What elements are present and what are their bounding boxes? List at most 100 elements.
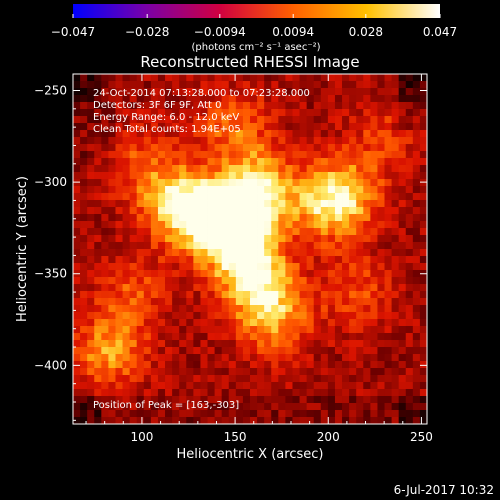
heatmap-cell [151,151,158,158]
heatmap-cell [406,235,413,242]
heatmap-cell [300,326,307,333]
heatmap-cell [123,221,130,228]
heatmap-cell [80,207,87,214]
heatmap-cell [271,410,278,417]
heatmap-cell [123,144,130,151]
heatmap-cell [406,319,413,326]
heatmap-cell [165,284,172,291]
heatmap-cell [229,242,236,249]
heatmap-cell [165,207,172,214]
heatmap-cell [222,102,229,109]
heatmap-cell [349,389,356,396]
heatmap-cell [300,165,307,172]
heatmap-cell [137,74,144,81]
heatmap-cell [342,214,349,221]
heatmap-cell [413,200,420,207]
heatmap-cell [328,186,335,193]
heatmap-cell [236,284,243,291]
heatmap-cell [406,123,413,130]
heatmap-cell [215,277,222,284]
heatmap-cell [271,172,278,179]
heatmap-cell [236,354,243,361]
heatmap-cell [363,340,370,347]
heatmap-cell [363,403,370,410]
heatmap-cell [108,235,115,242]
colorbar: −0.047 −0.028 −0.0094 0.0094 0.028 0.047 (pho… [51,4,457,53]
heatmap-cell [292,221,299,228]
heatmap-cell [321,263,328,270]
heatmap-cell [186,333,193,340]
heatmap-cell [229,186,236,193]
heatmap-cell [321,249,328,256]
heatmap-cell [392,256,399,263]
heatmap-cell [108,186,115,193]
heatmap-cell [314,396,321,403]
annotation-peak-position: Position of Peak = [163,-303] [93,400,239,411]
heatmap-cell [264,193,271,200]
heatmap-cell [335,354,342,361]
heatmap-cell [399,88,406,95]
heatmap-cell [101,221,108,228]
heatmap-cell [321,382,328,389]
heatmap-cell [94,242,101,249]
heatmap-cell [236,347,243,354]
heatmap-cell [420,347,427,354]
heatmap-cell [292,298,299,305]
heatmap-cell [257,340,264,347]
heatmap-cell [80,242,87,249]
heatmap-cell [300,333,307,340]
heatmap-cell [392,284,399,291]
heatmap-cell [158,214,165,221]
heatmap-cell [208,333,215,340]
heatmap-cell [250,305,257,312]
heatmap-cell [151,361,158,368]
heatmap-cell [307,102,314,109]
heatmap-cell [406,305,413,312]
heatmap-cell [264,389,271,396]
heatmap-cell [115,305,122,312]
heatmap-cell [264,326,271,333]
heatmap-cell [151,298,158,305]
heatmap-cell [186,354,193,361]
heatmap-cell [151,137,158,144]
heatmap-cell [101,165,108,172]
heatmap-cell [363,193,370,200]
heatmap-cell [377,375,384,382]
heatmap-cell [413,81,420,88]
heatmap-cell [215,291,222,298]
heatmap-cell [328,88,335,95]
heatmap-cell [165,151,172,158]
heatmap-cell [222,74,229,81]
heatmap-cell [87,340,94,347]
heatmap-cell [385,389,392,396]
heatmap-cell [179,158,186,165]
heatmap-cell [363,158,370,165]
heatmap-cell [363,277,370,284]
heatmap-cell [356,382,363,389]
heatmap-cell [271,74,278,81]
heatmap-cell [222,165,229,172]
heatmap-cell [186,137,193,144]
heatmap-cell [151,172,158,179]
heatmap-cell [406,130,413,137]
heatmap-cell [101,389,108,396]
heatmap-cell [307,417,314,424]
heatmap-cell [250,214,257,221]
heatmap-cell [335,333,342,340]
heatmap-cell [392,389,399,396]
heatmap-cell [80,165,87,172]
heatmap-cell [271,333,278,340]
heatmap-cell [250,340,257,347]
heatmap-cell [179,312,186,319]
heatmap-cell [328,144,335,151]
heatmap-cell [73,130,80,137]
heatmap-cell [300,284,307,291]
heatmap-cell [370,109,377,116]
heatmap-cell [342,396,349,403]
heatmap-cell [236,74,243,81]
heatmap-cell [257,130,264,137]
heatmap-cell [208,158,215,165]
heatmap-cell [94,158,101,165]
heatmap-cell [413,270,420,277]
heatmap-cell [108,228,115,235]
